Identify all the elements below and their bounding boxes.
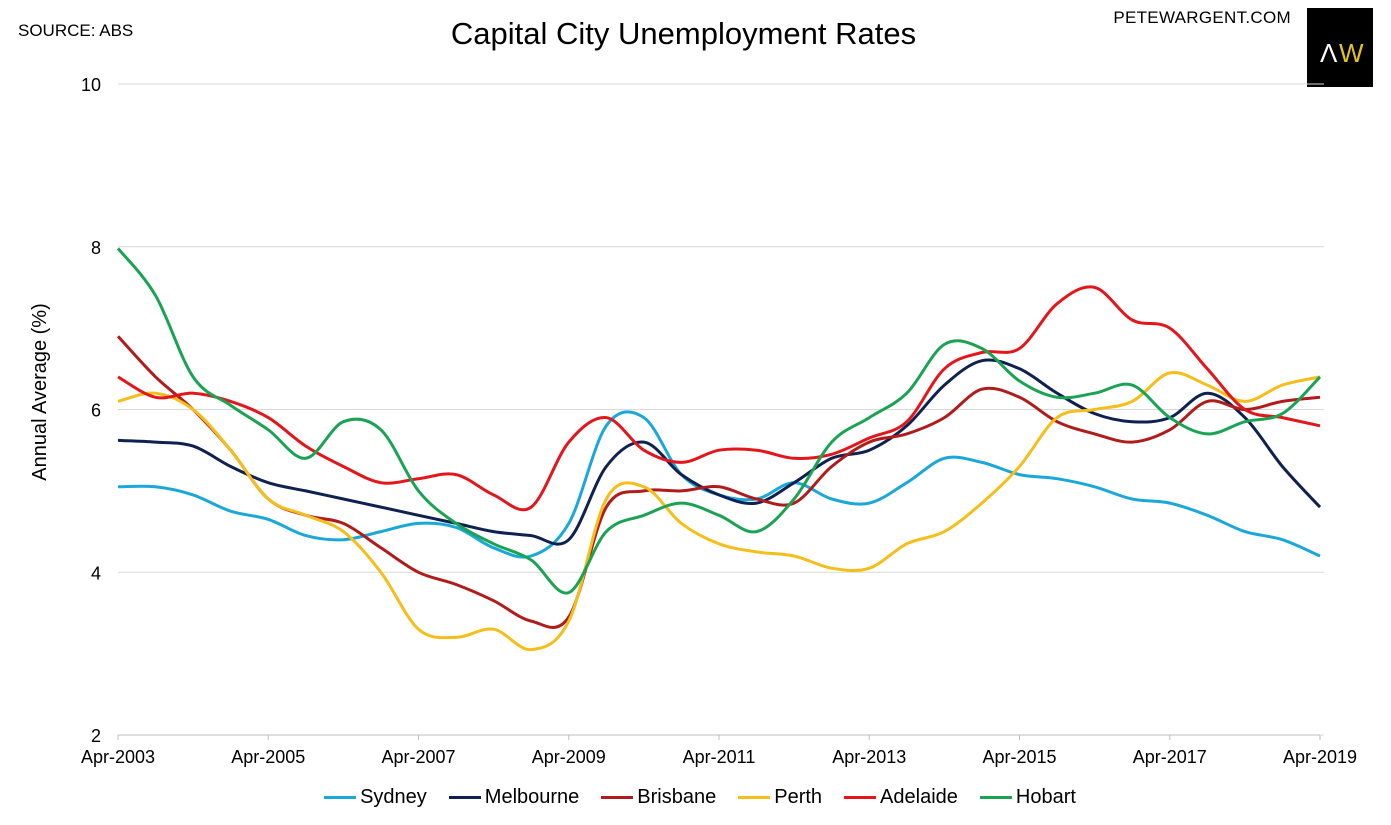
legend-label: Adelaide (880, 786, 958, 808)
legend-item-melbourne: Melbourne (448, 786, 580, 809)
gridlines (118, 83, 1324, 736)
series-line-adelaide (117, 285, 1321, 512)
x-tick-label: Apr-2003 (81, 747, 155, 767)
legend-item-brisbane: Brisbane (601, 786, 716, 809)
chart-title: Capital City Unemployment Rates (450, 16, 917, 51)
y-tick-label: 6 (91, 401, 101, 421)
x-tick-label: Apr-2011 (683, 747, 756, 767)
x-tick-labels: Apr-2003 Apr-2005 Apr-2007 Apr-2009 Apr-2011… (81, 735, 1357, 767)
x-tick-label: Apr-2007 (381, 747, 455, 767)
series-line-hobart (116, 247, 1322, 595)
legend-item-sydney: Sydney (324, 786, 427, 809)
legend-label: Melbourne (484, 786, 580, 808)
y-axis-title: Annual Average (%) (29, 303, 51, 481)
y-tick-labels: 2 4 6 8 10 (81, 75, 101, 746)
legend-swatch (844, 796, 877, 799)
y-tick-label: 10 (81, 75, 101, 95)
y-tick-label: 4 (91, 563, 101, 583)
logo-letter-w: W (1339, 38, 1364, 68)
x-tick-label: Apr-2019 (1283, 747, 1357, 767)
legend-label: Brisbane (637, 786, 717, 808)
source-label: SOURCE: ABS (18, 21, 134, 40)
legend-item-adelaide: Adelaide (844, 786, 958, 809)
legend-swatch (601, 796, 634, 799)
legend-item-perth: Perth (738, 786, 822, 809)
legend-item-hobart: Hobart (979, 786, 1076, 809)
x-tick-label: Apr-2005 (231, 747, 305, 767)
legend-swatch (324, 796, 357, 799)
legend-label: Sydney (360, 786, 427, 808)
series-line-brisbane (116, 335, 1321, 629)
logo-letter-a: Λ (1320, 38, 1338, 68)
x-tick-label: Apr-2015 (982, 747, 1056, 767)
legend-swatch (979, 796, 1012, 799)
legend-swatch (448, 796, 481, 799)
legend-label: Perth (774, 786, 823, 808)
x-tick-label: Apr-2009 (532, 747, 606, 767)
y-tick-label: 8 (91, 238, 101, 258)
x-tick-label: Apr-2013 (832, 747, 906, 767)
aw-logo: Λ W (1307, 8, 1373, 87)
x-tick-label: Apr-2017 (1133, 747, 1207, 767)
series-line-sydney (117, 410, 1321, 559)
legend-label: Hobart (1015, 786, 1076, 808)
series-lines (116, 247, 1322, 652)
series-line-perth (117, 370, 1321, 652)
legend-swatch (738, 796, 771, 799)
site-label: PETEWARGENT.COM (1113, 8, 1291, 27)
series-line-melbourne (117, 358, 1322, 546)
chart-legend: Sydney Melbourne Brisbane Perth Adelaide Hoba… (0, 786, 1391, 809)
y-tick-label: 2 (91, 726, 101, 746)
